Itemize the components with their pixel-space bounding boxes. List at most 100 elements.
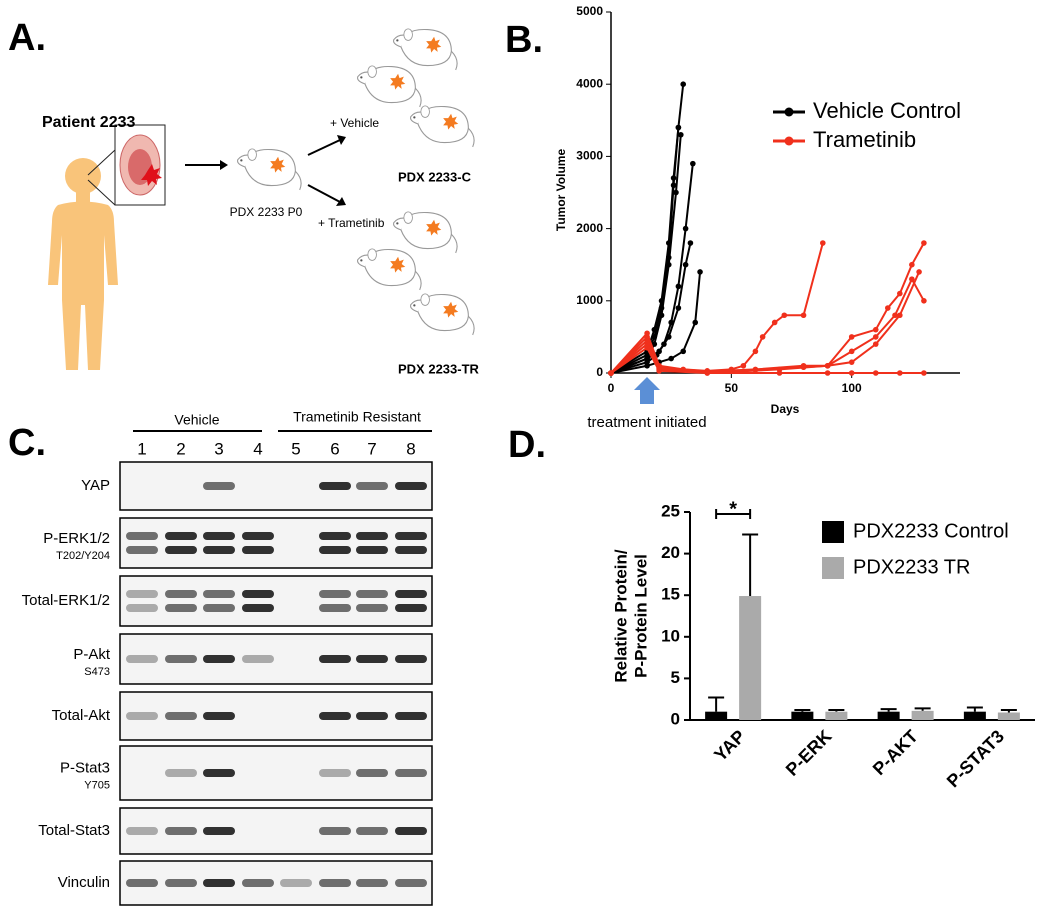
blot-band (319, 655, 351, 663)
blot-row-sublabel: T202/Y204 (56, 550, 110, 562)
blot-band (356, 532, 388, 540)
data-point (752, 348, 759, 355)
blot-band (395, 546, 427, 554)
blot-band (395, 827, 427, 835)
data-point (680, 81, 687, 87)
lane-number: 5 (291, 439, 300, 458)
data-point (673, 189, 679, 196)
data-point (675, 305, 682, 311)
legend-swatch (822, 521, 844, 543)
arrow-head (336, 197, 346, 206)
y-tick-label: 5 (671, 668, 680, 687)
y-axis-label: Tumor Volume (554, 149, 568, 232)
blot-row-label: Total-ERK1/2 (22, 592, 110, 609)
blot-band (126, 546, 158, 554)
y-tick-label: 2000 (576, 221, 603, 235)
blot-band (395, 604, 427, 612)
data-point (608, 370, 614, 376)
data-point (759, 334, 766, 340)
blot-band (242, 879, 274, 887)
blot-band (242, 532, 274, 540)
blot-band (165, 590, 197, 598)
legend-label: PDX2233 TR (853, 556, 970, 578)
blot-band (165, 879, 197, 887)
data-point (872, 370, 879, 376)
x-tick-label: 0 (608, 381, 615, 395)
data-point (658, 312, 665, 319)
blot-row-sublabel: Y705 (84, 780, 110, 792)
blot-box (119, 517, 433, 569)
treatment-label: + Trametinib (318, 216, 385, 230)
blot-band (319, 532, 351, 540)
bar (791, 711, 814, 720)
bar (705, 711, 728, 720)
legend-label: PDX2233 Control (853, 520, 1009, 542)
x-axis-label: Days (771, 402, 800, 416)
data-point (921, 370, 927, 376)
tumor-illustration (141, 164, 162, 186)
data-point (704, 370, 711, 376)
data-point (697, 269, 703, 275)
blot-band (126, 604, 158, 612)
patient-silhouette (48, 158, 118, 370)
bar (963, 711, 986, 720)
x-tick-label: P-ERK (782, 726, 836, 780)
x-tick-label: YAP (710, 726, 749, 765)
y-tick-label: 20 (661, 543, 680, 562)
blot-band (356, 827, 388, 835)
blot-band (319, 879, 351, 887)
lane-number: 7 (367, 439, 376, 458)
data-point (678, 131, 684, 138)
blot-group-label: Trametinib Resistant (293, 409, 421, 425)
blot-band (319, 827, 351, 835)
mouse (410, 293, 475, 336)
blot-band (165, 769, 197, 777)
data-point (740, 362, 747, 369)
y-tick-label: 3000 (576, 149, 603, 163)
data-point (776, 370, 783, 376)
data-point (656, 348, 662, 355)
legend-label: Trametinib (813, 127, 916, 152)
legend-label: Vehicle Control (813, 98, 961, 123)
panel-label: A. (8, 17, 46, 59)
blot-band (126, 827, 158, 835)
blot-band (356, 655, 388, 663)
blot-band (165, 532, 197, 540)
data-point (692, 319, 699, 326)
arrow (307, 184, 341, 203)
blot-band (395, 590, 427, 598)
patient-label: Patient 2233 (42, 114, 135, 131)
blot-band (395, 532, 427, 540)
y-tick-label: 10 (661, 626, 680, 645)
x-tick-label: P-STAT3 (943, 726, 1008, 791)
arrow (307, 139, 341, 156)
blot-band (126, 712, 158, 720)
blot-band (165, 604, 197, 612)
blot-band (280, 879, 312, 887)
mouse (393, 211, 458, 254)
data-point (916, 269, 922, 275)
y-tick-label: 25 (661, 501, 680, 520)
panel-label: D. (508, 424, 546, 466)
blot-group-label: Vehicle (174, 412, 219, 428)
x-tick-label: 100 (842, 381, 862, 395)
bar (825, 711, 848, 720)
y-tick-label: 0 (596, 365, 603, 379)
data-point (820, 240, 826, 246)
data-point (848, 370, 855, 376)
panel-label: C. (8, 422, 46, 464)
data-point (651, 341, 658, 347)
blot-band (356, 590, 388, 598)
data-point (897, 370, 903, 376)
lane-number: 3 (214, 439, 223, 458)
blot-band (165, 827, 197, 835)
blot-band (242, 546, 274, 554)
series-line (610, 271, 920, 375)
data-point (656, 368, 662, 374)
blot-band (203, 532, 235, 540)
legend-swatch (822, 557, 844, 579)
blot-band (356, 712, 388, 720)
data-point (682, 225, 689, 232)
